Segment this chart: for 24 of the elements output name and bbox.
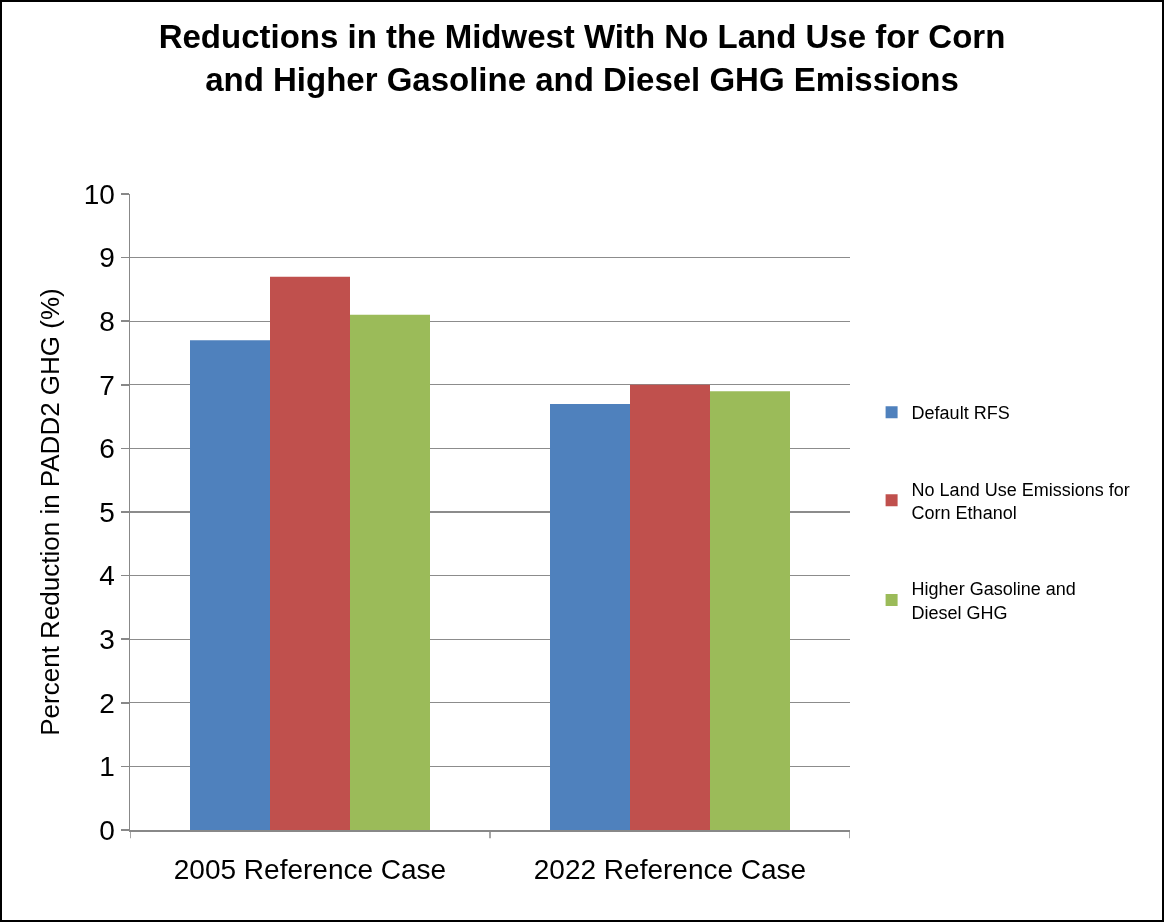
y-tick-label: 8	[99, 306, 115, 337]
y-tick-label: 9	[99, 242, 115, 274]
y-tick-label: 4	[99, 560, 115, 592]
chart-title: Reductions in the Midwest With No Land Use for Corn and Higher Gasoline and Diesel GHG Emissions	[158, 17, 1006, 98]
y-tick-label: 7	[99, 369, 115, 401]
x-tick-label: 2022 Reference Case	[533, 854, 807, 886]
bar	[350, 314, 430, 830]
x-tick-label: 2005 Reference Case	[173, 854, 447, 886]
y-axis-title: Percent Reduction in PADD2 GHG (%)	[35, 288, 66, 736]
y-tick-label: 1	[99, 751, 115, 783]
bar	[710, 391, 790, 830]
legend-label: No Land Use Emissions for Corn Ethanol	[911, 479, 1130, 524]
bar	[190, 340, 270, 830]
y-tick-label: 2	[99, 687, 115, 719]
legend-label: Default RFS	[911, 403, 1010, 424]
y-tick-label: 0	[99, 814, 115, 846]
y-tick-label: 6	[99, 433, 115, 465]
y-tick-label: 3	[99, 624, 115, 655]
y-tick-label: 5	[99, 496, 115, 528]
bar	[630, 384, 710, 830]
bar	[270, 276, 350, 830]
legend-label: Higher Gasoline and Diesel GHG	[911, 579, 1076, 623]
y-tick-label: 10	[83, 178, 115, 210]
bar	[550, 403, 630, 830]
